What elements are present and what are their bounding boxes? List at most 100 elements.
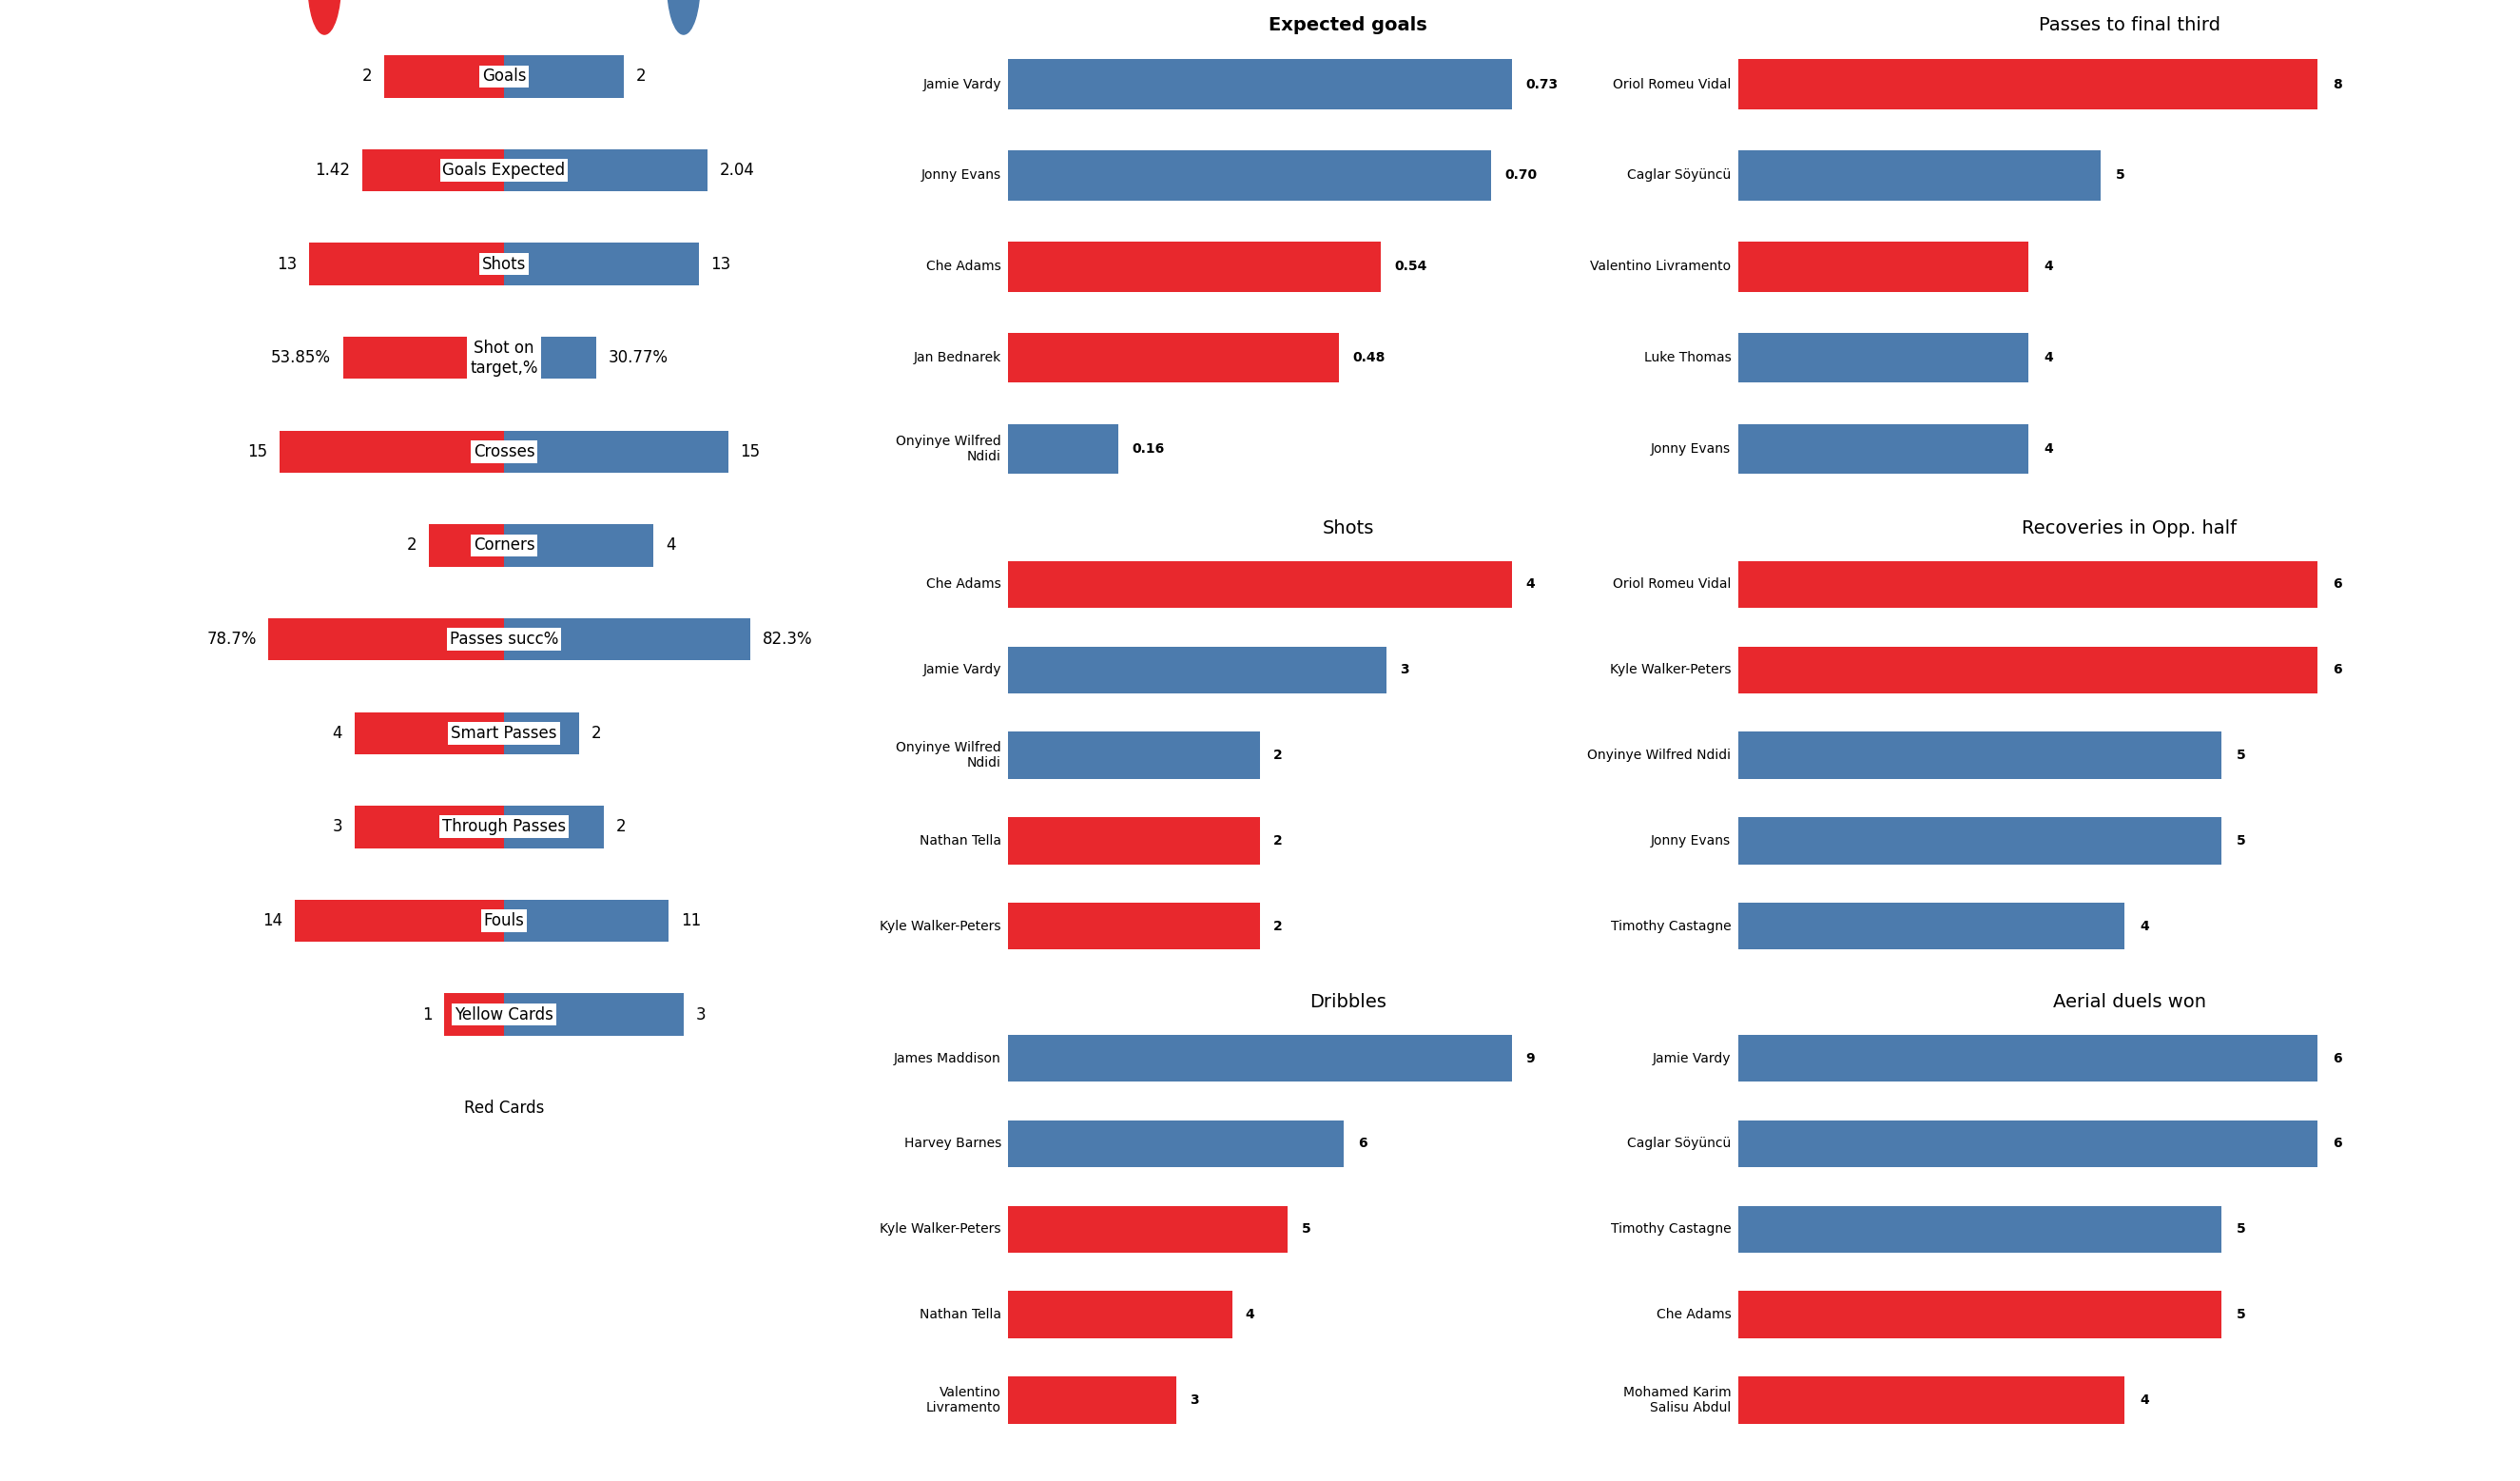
Bar (355, 712, 504, 754)
Text: 0.54: 0.54 (1394, 261, 1426, 273)
Circle shape (307, 0, 340, 34)
Text: Oriol Romeu Vidal: Oriol Romeu Vidal (1613, 77, 1731, 90)
Text: 15: 15 (741, 443, 761, 461)
Text: 3: 3 (1399, 663, 1409, 677)
Bar (1739, 333, 2029, 382)
Text: 6: 6 (2334, 663, 2341, 677)
Text: 2: 2 (363, 68, 373, 84)
Bar (504, 994, 683, 1035)
Text: Jonny Evans: Jonny Evans (1651, 443, 1731, 456)
Text: 1: 1 (421, 1006, 433, 1023)
Text: Timothy Castagne: Timothy Castagne (1610, 1223, 1731, 1235)
Text: James Maddison: James Maddison (895, 1052, 1000, 1065)
Text: Valentino Livramento: Valentino Livramento (1590, 261, 1731, 273)
Text: Onyinye Wilfred
Ndidi: Onyinye Wilfred Ndidi (897, 434, 1000, 464)
Bar (504, 55, 625, 98)
Text: 4: 4 (2139, 920, 2150, 933)
Text: 1.42: 1.42 (315, 161, 350, 179)
Bar (1739, 1291, 2220, 1339)
Text: Goals Expected: Goals Expected (444, 161, 564, 179)
Text: 4: 4 (2044, 443, 2054, 456)
Text: Recoveries in Opp. half: Recoveries in Opp. half (2021, 520, 2238, 538)
Text: 6: 6 (2334, 1137, 2341, 1151)
Text: Shots: Shots (481, 256, 527, 273)
Text: 4: 4 (1245, 1308, 1255, 1321)
Text: Valentino
Livramento: Valentino Livramento (925, 1386, 1000, 1414)
Bar (1739, 424, 2029, 474)
Text: Mohamed Karim
Salisu Abdul: Mohamed Karim Salisu Abdul (1623, 1386, 1731, 1414)
Text: 14: 14 (262, 912, 282, 929)
Text: Che Adams: Che Adams (927, 578, 1000, 591)
Text: Jamie Vardy: Jamie Vardy (922, 77, 1000, 90)
Bar (1739, 561, 2318, 607)
Bar (1739, 1035, 2318, 1081)
Bar (444, 994, 504, 1035)
Text: Crosses: Crosses (474, 443, 534, 461)
Bar (504, 806, 605, 849)
Text: Caglar Söyüncü: Caglar Söyüncü (1628, 1137, 1731, 1151)
Text: Shots: Shots (1323, 520, 1373, 538)
Bar (355, 806, 504, 849)
Text: 4: 4 (333, 724, 343, 742)
Text: 2: 2 (615, 819, 625, 835)
Bar (1008, 646, 1386, 693)
Text: 8: 8 (2334, 77, 2344, 90)
Bar (1739, 818, 2220, 865)
Text: 2: 2 (408, 538, 418, 554)
Text: 0: 0 (517, 1100, 527, 1117)
Bar (1739, 1377, 2124, 1423)
Bar (1008, 732, 1260, 779)
Text: Smart Passes: Smart Passes (451, 724, 557, 742)
Bar (504, 243, 698, 286)
Bar (504, 431, 728, 472)
Text: 13: 13 (277, 256, 297, 273)
Text: 78.7%: 78.7% (207, 631, 257, 647)
Bar (1008, 903, 1260, 949)
Text: 0.70: 0.70 (1504, 169, 1537, 182)
Bar (1008, 561, 1512, 607)
Text: 3: 3 (1189, 1394, 1200, 1407)
Text: Jan Bednarek: Jan Bednarek (912, 351, 1000, 364)
Text: 5: 5 (2238, 749, 2245, 761)
Bar (1008, 818, 1260, 865)
Bar (1008, 1206, 1288, 1253)
Bar (1739, 1120, 2318, 1167)
Bar (270, 618, 504, 661)
Text: 5: 5 (2238, 1308, 2245, 1321)
Text: Through Passes: Through Passes (441, 819, 567, 835)
Text: Yellow Cards: Yellow Cards (454, 1006, 554, 1023)
Text: Onyinye Wilfred Ndidi: Onyinye Wilfred Ndidi (1588, 749, 1731, 761)
Bar (504, 618, 751, 661)
Bar (343, 336, 504, 379)
Bar (504, 524, 653, 567)
Text: Passes succ%: Passes succ% (449, 631, 559, 647)
Text: 2: 2 (1273, 920, 1283, 933)
Bar (1008, 1291, 1232, 1339)
Text: 0.73: 0.73 (1525, 77, 1557, 90)
Bar (310, 243, 504, 286)
Bar (1008, 241, 1381, 292)
Text: Che Adams: Che Adams (927, 261, 1000, 273)
Text: 82.3%: 82.3% (761, 631, 811, 647)
Bar (504, 336, 597, 379)
Text: 4: 4 (2044, 351, 2054, 364)
Bar (1739, 59, 2318, 110)
Text: Luke Thomas: Luke Thomas (1643, 351, 1731, 364)
Text: Expected goals: Expected goals (1270, 16, 1426, 34)
Text: 9: 9 (1525, 1052, 1535, 1065)
Text: 4: 4 (2044, 261, 2054, 273)
Text: 2: 2 (635, 68, 645, 84)
Text: Kyle Walker-Peters: Kyle Walker-Peters (879, 920, 1000, 933)
Bar (363, 150, 504, 191)
Text: 2: 2 (1273, 749, 1283, 761)
Circle shape (668, 0, 701, 34)
Text: Red Cards: Red Cards (464, 1100, 544, 1117)
Text: Harvey Barnes: Harvey Barnes (905, 1137, 1000, 1151)
Text: Shot on
target,%: Shot on target,% (471, 339, 537, 376)
Text: 4: 4 (665, 538, 675, 554)
Text: Caglar Söyüncü: Caglar Söyüncü (1628, 169, 1731, 182)
Text: 5: 5 (1303, 1223, 1310, 1235)
Text: Passes to final third: Passes to final third (2039, 16, 2220, 34)
Text: 6: 6 (2334, 1052, 2341, 1065)
Bar (1008, 151, 1492, 200)
